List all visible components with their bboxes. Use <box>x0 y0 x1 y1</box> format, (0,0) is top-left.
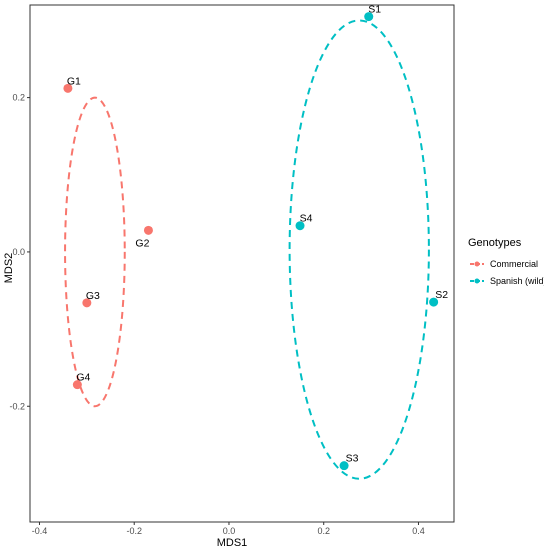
point-label: S3 <box>346 453 359 465</box>
confidence-ellipse <box>64 96 126 408</box>
point-label: G3 <box>86 290 100 302</box>
legend: Genotypes Commercial Spanish (wild) <box>468 237 544 286</box>
data-point <box>72 380 82 390</box>
legend-entry-label: Commercial <box>490 259 538 269</box>
y-axis-title: MDS2 <box>3 253 15 284</box>
data-point <box>143 225 153 235</box>
point-label: G4 <box>76 372 90 384</box>
data-point <box>429 297 439 307</box>
data-point <box>63 83 73 93</box>
point-label: G1 <box>67 75 81 87</box>
x-tick-label: 0.0 <box>223 526 236 536</box>
data-point <box>295 221 305 231</box>
legend-entry-label: Spanish (wild) <box>490 276 544 286</box>
data-point <box>339 461 349 471</box>
point-label: S4 <box>300 213 313 225</box>
data-point <box>82 298 92 308</box>
y-tick-label: -0.2 <box>9 401 25 411</box>
plot-layer: -0.4 -0.2 0.0 0.2 0.4 -0.2 0.0 0.2 G1 G2 G3 G4 S1 S2 S… <box>9 4 455 536</box>
point-label: S1 <box>368 4 381 16</box>
x-tick-label: -0.2 <box>126 526 142 536</box>
y-tick-label: 0.2 <box>12 93 25 103</box>
legend-key-dot <box>474 278 480 284</box>
confidence-ellipse <box>288 19 430 480</box>
x-axis-title: MDS1 <box>217 537 248 549</box>
x-tick-label: 0.4 <box>412 526 425 536</box>
y-tick-label: 0.0 <box>12 247 25 257</box>
legend-key-dot <box>474 261 480 267</box>
point-label: S2 <box>435 289 448 301</box>
x-tick-label: -0.4 <box>32 526 48 536</box>
legend-title: Genotypes <box>468 237 522 249</box>
point-label: G2 <box>135 237 149 249</box>
x-tick-label: 0.2 <box>317 526 330 536</box>
data-point <box>364 12 374 22</box>
plot-panel-border <box>29 4 455 523</box>
